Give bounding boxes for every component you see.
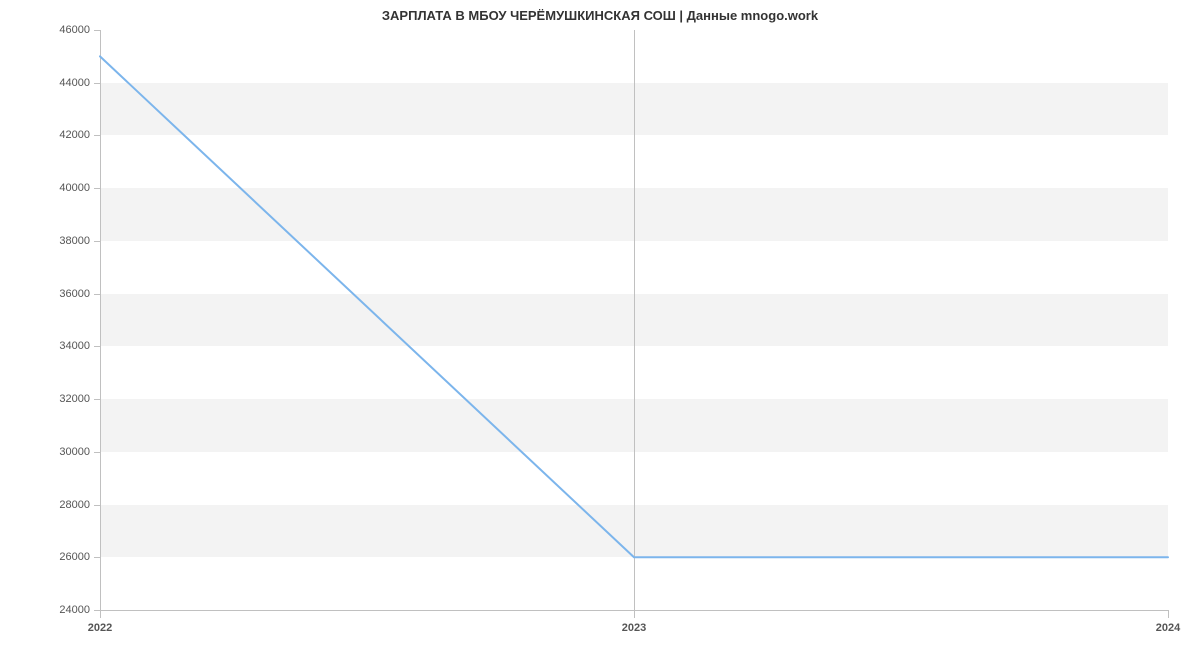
- salary-chart: ЗАРПЛАТА В МБОУ ЧЕРЁМУШКИНСКАЯ СОШ | Дан…: [0, 0, 1200, 650]
- y-tick-label: 24000: [45, 604, 90, 616]
- y-tick-label: 42000: [45, 129, 90, 141]
- y-tick-label: 46000: [45, 24, 90, 36]
- x-tick: [100, 610, 101, 618]
- y-tick-label: 44000: [45, 77, 90, 89]
- y-tick-label: 36000: [45, 288, 90, 300]
- x-tick-label: 2022: [88, 622, 112, 634]
- chart-title: ЗАРПЛАТА В МБОУ ЧЕРЁМУШКИНСКАЯ СОШ | Дан…: [0, 8, 1200, 23]
- series-salary: [100, 30, 1168, 610]
- y-tick-label: 28000: [45, 499, 90, 511]
- x-tick: [634, 610, 635, 618]
- y-tick-label: 40000: [45, 182, 90, 194]
- x-tick-label: 2024: [1156, 622, 1180, 634]
- y-tick-label: 34000: [45, 340, 90, 352]
- y-tick-label: 26000: [45, 551, 90, 563]
- x-tick-label: 2023: [622, 622, 646, 634]
- plot-area: 2400026000280003000032000340003600038000…: [100, 30, 1168, 610]
- y-tick-label: 38000: [45, 235, 90, 247]
- y-tick-label: 30000: [45, 446, 90, 458]
- y-tick-label: 32000: [45, 393, 90, 405]
- x-tick: [1168, 610, 1169, 618]
